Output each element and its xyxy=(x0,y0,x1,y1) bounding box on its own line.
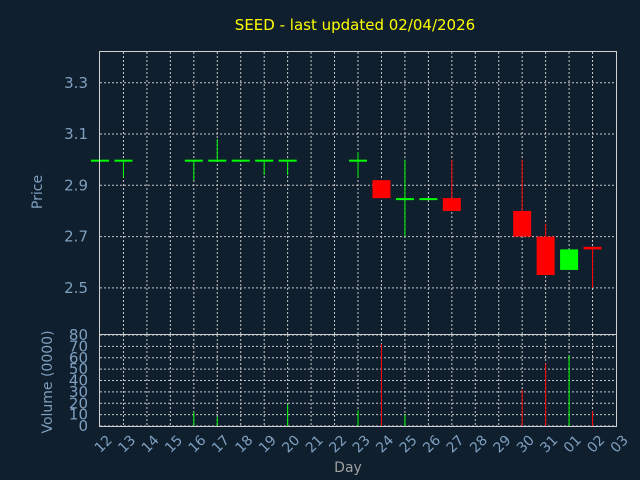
volume-tick-label: 30 xyxy=(69,383,88,401)
price-axis-label: Price xyxy=(30,175,46,209)
x-tick-label: 02 xyxy=(584,432,608,456)
candle-body xyxy=(395,198,414,201)
candle-body xyxy=(583,246,602,250)
candle-body xyxy=(442,198,461,211)
x-tick-label: 19 xyxy=(256,432,280,456)
x-tick-label: 03 xyxy=(608,432,632,456)
volume-tick-label: 40 xyxy=(69,372,88,390)
price-tick-label: 3.3 xyxy=(64,74,88,92)
price-tick-label: 2.5 xyxy=(64,279,88,297)
x-tick-label: 14 xyxy=(139,432,163,456)
candle-body xyxy=(184,159,203,162)
volume-tick-label: 70 xyxy=(69,337,88,355)
x-tick-label: 30 xyxy=(514,432,538,456)
candle-body xyxy=(513,210,532,237)
x-tick-label: 01 xyxy=(561,432,585,456)
candle-body xyxy=(560,249,579,270)
candle-body xyxy=(255,159,274,162)
x-tick-label: 12 xyxy=(92,432,116,456)
x-tick-label: 17 xyxy=(209,432,233,456)
x-tick-labels: 12 13 14 15 16 17 18 19 20 21 22 23 24 25 26 27 28 29 30 31… xyxy=(92,432,632,456)
x-tick-label: 21 xyxy=(303,432,327,456)
volume-tick-label: 80 xyxy=(69,326,88,344)
volume-tick-label: 10 xyxy=(69,406,88,424)
volume-panel-frame xyxy=(99,334,617,427)
price-candles xyxy=(91,139,602,288)
x-tick-label: 20 xyxy=(279,432,303,456)
volume-bars xyxy=(193,344,594,426)
x-tick-label: 15 xyxy=(162,432,186,456)
price-tick-label: 2.9 xyxy=(64,176,88,194)
candle-body xyxy=(372,180,391,199)
x-tick-label: 26 xyxy=(420,432,444,456)
candle-body xyxy=(419,198,438,201)
x-tick-label: 28 xyxy=(467,432,491,456)
x-tick-label: 24 xyxy=(373,432,397,456)
candle-body xyxy=(536,236,555,276)
volume-tick-label: 20 xyxy=(69,394,88,412)
candle-body xyxy=(114,159,133,162)
x-tick-label: 13 xyxy=(115,432,139,456)
x-tick-label: 23 xyxy=(350,432,374,456)
candle-body xyxy=(231,159,250,162)
x-tick-label: 29 xyxy=(491,432,515,456)
price-tick-label: 3.1 xyxy=(64,125,88,143)
candle-body xyxy=(349,159,367,162)
volume-tick-label: 0 xyxy=(78,417,88,435)
price-tick-label: 2.7 xyxy=(64,228,88,246)
x-tick-label: 27 xyxy=(444,432,468,456)
x-tick-label: 25 xyxy=(397,432,421,456)
volume-tick-label: 50 xyxy=(69,360,88,378)
x-tick-label: 31 xyxy=(537,432,561,456)
candle-body xyxy=(208,159,227,162)
x-tick-label: 16 xyxy=(186,432,210,456)
volume-tick-label: 60 xyxy=(69,349,88,367)
price-grid: 2.5 2.7 2.9 3.1 3.3 xyxy=(64,52,616,334)
chart-title: SEED - last updated 02/04/2026 xyxy=(235,16,475,34)
candle-body xyxy=(278,159,297,162)
volume-axis-label: Volume (0000) xyxy=(40,330,56,433)
x-axis-label: Day xyxy=(334,460,362,476)
x-tick-label: 22 xyxy=(326,432,350,456)
x-tick-label: 18 xyxy=(233,432,257,456)
